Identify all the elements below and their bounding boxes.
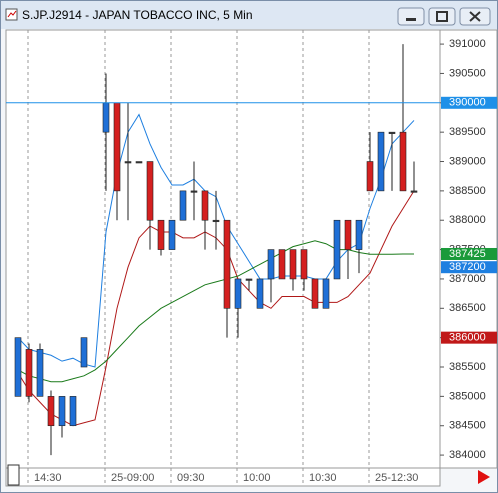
x-tick-label: 25-09:00 (111, 472, 154, 484)
candle-body (322, 278, 330, 309)
price-marker (441, 261, 497, 274)
candle-body (267, 249, 275, 280)
candle-body (399, 131, 407, 192)
candle-body (190, 190, 198, 193)
maximize-icon (436, 11, 448, 22)
candle-body (69, 396, 77, 427)
x-tick-label: 14:30 (34, 472, 62, 484)
y-tick-label: 385500 (449, 361, 486, 373)
candle-body (168, 219, 176, 250)
candle-body (410, 190, 418, 193)
candle-body (300, 249, 308, 280)
candle-body (36, 349, 44, 397)
scroll-handle[interactable] (7, 464, 20, 486)
candle-body (355, 219, 363, 250)
y-tick-label: 384000 (449, 449, 486, 461)
x-tick-label: 25-12:30 (375, 472, 418, 484)
y-tick-label: 389000 (449, 155, 486, 167)
candle-body (234, 278, 242, 309)
y-tick-label: 391000 (449, 38, 486, 50)
minimize-button[interactable] (397, 7, 425, 26)
candle-body (212, 219, 220, 223)
window-buttons (397, 7, 491, 26)
window-icon (5, 8, 18, 21)
candle-body (157, 219, 165, 250)
candle-body (333, 219, 341, 280)
window-title: S.JP.J2914 - JAPAN TOBACCO INC, 5 Min (22, 8, 253, 22)
candle-body (47, 396, 55, 427)
candle-body (223, 219, 231, 309)
candle-body (14, 337, 22, 397)
candle-body (289, 249, 297, 280)
y-tick-label: 388000 (449, 214, 486, 226)
y-tick-label: 384500 (449, 420, 486, 432)
candle-body (124, 161, 132, 164)
candle-body (80, 337, 88, 368)
candle-body (245, 278, 253, 281)
candle-body (58, 396, 66, 427)
candle-body (113, 102, 121, 192)
y-tick-label: 387000 (449, 273, 486, 285)
x-tick-label: 10:30 (309, 472, 337, 484)
candle-body (388, 131, 396, 134)
price-marker-label: 386000 (449, 332, 486, 344)
candle-body (377, 131, 385, 192)
candle-body (102, 102, 110, 133)
price-marker-label: 387425 (449, 248, 486, 260)
y-tick-label: 389500 (449, 126, 486, 138)
candle-body (179, 190, 187, 221)
price-marker (441, 331, 497, 344)
close-icon (469, 11, 481, 22)
x-tick-label: 09:30 (177, 472, 205, 484)
candle-body (344, 219, 352, 250)
candle-body (135, 161, 143, 164)
window-icon-graph (7, 10, 17, 18)
price-marker-label: 387200 (449, 261, 486, 273)
y-tick-label: 386500 (449, 302, 486, 314)
price-marker (441, 247, 497, 260)
candle-body (278, 249, 286, 280)
x-axis-panel (5, 467, 441, 487)
scroll-arrow[interactable] (478, 470, 490, 484)
minimize-icon (406, 18, 416, 21)
y-tick-label: 385000 (449, 390, 486, 402)
candle-body (201, 190, 209, 221)
y-tick-label: 388500 (449, 185, 486, 197)
x-tick-label: 10:00 (243, 472, 271, 484)
candle-body (311, 278, 319, 309)
candle-body (256, 278, 264, 309)
candle-body (25, 349, 33, 397)
candle-body (146, 161, 154, 221)
price-marker-label: 390000 (449, 97, 486, 109)
maximize-button[interactable] (428, 7, 456, 26)
candle-body (366, 161, 374, 192)
y-tick-label: 390500 (449, 67, 486, 79)
price-marker (441, 96, 497, 109)
